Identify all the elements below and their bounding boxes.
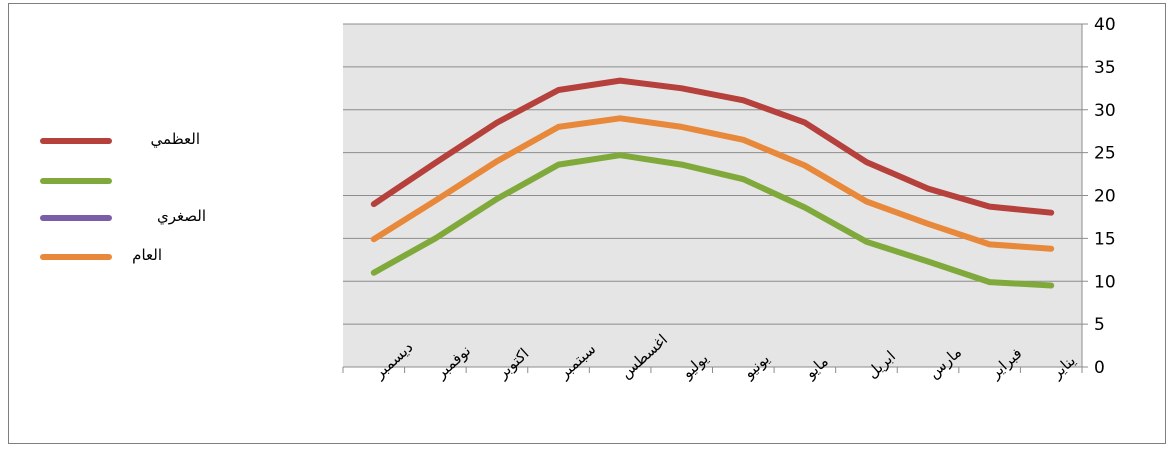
legend-swatch-min <box>40 215 112 221</box>
y-tick-label: 10 <box>1094 272 1116 292</box>
series-line-0 <box>370 77 1055 216</box>
y-tick-label: 30 <box>1094 101 1116 121</box>
legend-swatch-green <box>40 178 112 184</box>
series-line-1 <box>370 152 1055 289</box>
y-tick-label: 0 <box>1094 358 1105 378</box>
y-tick-label: 35 <box>1094 58 1116 78</box>
legend-swatch-max <box>40 138 112 144</box>
legend-label-min: الصغري <box>157 207 206 225</box>
line-chart: 0510152025303540ينايرفبرايرمارسابريلمايو… <box>342 15 1116 383</box>
legend-label-avg: العام <box>132 246 162 264</box>
legend-swatch-avg <box>40 254 112 260</box>
legend-item-avg: العام <box>40 246 162 266</box>
series-line-3 <box>370 115 1055 252</box>
y-tick-label: 15 <box>1094 229 1116 249</box>
legend-item-min: الصغري <box>40 207 206 227</box>
legend-label-max: العظمي <box>150 130 200 148</box>
legend-item-green <box>40 170 200 190</box>
y-tick-label: 40 <box>1094 15 1116 35</box>
legend-item-max: العظمي <box>40 130 200 150</box>
y-tick-label: 20 <box>1094 187 1116 207</box>
chart-frame: 0 5 10 15 20 25 30 35 40 يناير فبراير مارس ابريل مايو… <box>8 3 1166 444</box>
y-tick-label: 25 <box>1094 144 1116 164</box>
y-tick-label: 5 <box>1094 315 1105 335</box>
